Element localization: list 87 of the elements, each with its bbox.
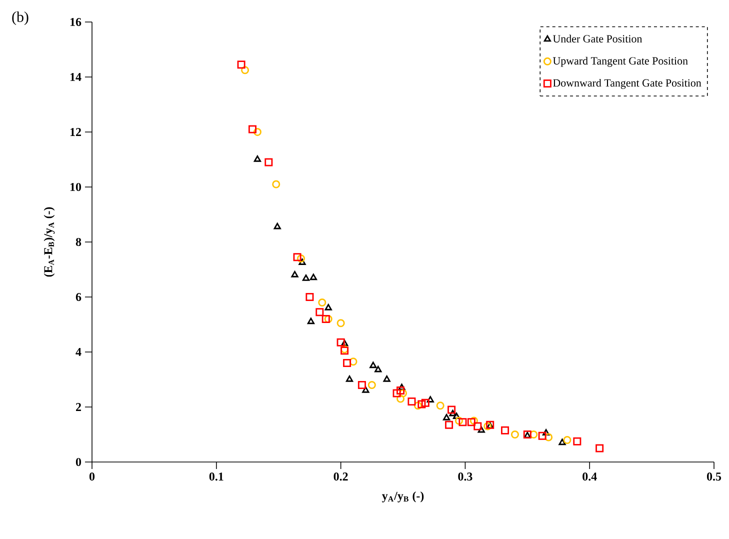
point: [374, 366, 382, 372]
point: [510, 430, 519, 438]
point: [421, 398, 430, 407]
point: [370, 362, 377, 368]
x-tick-label: 0: [89, 472, 95, 481]
x-axis-title: y$_{A}$/y$_{B}$ (-): [382, 491, 424, 502]
point: [573, 437, 582, 446]
point: [248, 125, 256, 134]
point: [542, 429, 550, 436]
point: [253, 128, 262, 136]
point: [358, 380, 366, 389]
point: [296, 254, 305, 262]
point: [544, 433, 553, 442]
point: [343, 358, 352, 367]
point: [302, 274, 310, 281]
point: [418, 400, 426, 408]
point: [241, 66, 250, 74]
point: [474, 422, 482, 430]
point: [445, 420, 454, 429]
legend-label: Downward Tangent Gate Position: [553, 78, 702, 89]
point: [307, 318, 315, 324]
point: [426, 396, 434, 402]
point: [501, 426, 510, 434]
point: [484, 422, 492, 430]
point: [530, 430, 538, 438]
point: [414, 402, 422, 410]
y-tick-label: 10: [70, 182, 82, 192]
point: [362, 386, 370, 393]
point: [449, 410, 456, 416]
point: [398, 384, 406, 390]
legend-label: Upward Tangent Gate Position: [552, 56, 688, 67]
point: [558, 438, 566, 446]
point: [454, 416, 463, 425]
x-tick-label: 0.2: [334, 472, 348, 481]
point: [298, 258, 306, 265]
x-tick-label: 0.5: [706, 472, 722, 481]
point: [436, 402, 444, 410]
y-tick-label: 0: [76, 458, 82, 466]
y-tick-label: 14: [70, 73, 82, 81]
point: [478, 426, 485, 433]
y-tick-label: 12: [70, 128, 81, 136]
point: [442, 414, 450, 420]
point: [448, 406, 456, 414]
point: [349, 358, 358, 366]
point: [272, 180, 280, 188]
y-tick-label: 16: [70, 18, 82, 26]
point: [396, 386, 405, 394]
point: [322, 314, 330, 323]
x-tick-label: 0.4: [582, 472, 597, 481]
point: [399, 389, 408, 398]
point: [346, 375, 354, 382]
y-tick-label: 6: [76, 292, 82, 301]
point: [293, 253, 302, 262]
point: [340, 340, 348, 346]
point: [274, 222, 281, 230]
point: [563, 436, 572, 444]
point: [237, 60, 246, 69]
y-axis-title: (E$_{A}$-E$_{B}$)/y$_{A}$ (-): [44, 207, 55, 277]
point: [291, 270, 298, 278]
point: [470, 416, 478, 425]
point: [318, 298, 326, 306]
point: [396, 394, 405, 403]
x-tick-label: 0.3: [458, 472, 472, 481]
point: [310, 274, 317, 280]
point: [467, 418, 476, 426]
text: (b): [12, 12, 28, 26]
point: [452, 412, 460, 419]
point: [264, 158, 273, 166]
y-tick-label: 4: [76, 348, 82, 356]
point: [254, 155, 262, 162]
y-tick-label: 8: [76, 238, 82, 246]
y-tick-label: 2: [76, 403, 81, 411]
point: [336, 319, 345, 328]
legend-label: Under Gate Position: [552, 34, 642, 42]
point: [458, 418, 467, 426]
point: [324, 304, 332, 310]
point: [383, 375, 390, 382]
point: [368, 380, 376, 389]
point: [324, 314, 332, 323]
x-tick-label: 0.1: [209, 472, 224, 481]
point: [408, 397, 416, 406]
point: [336, 338, 345, 346]
point: [316, 308, 324, 316]
point: [392, 389, 401, 398]
point: [538, 432, 546, 440]
point: [306, 292, 314, 301]
point: [596, 444, 604, 452]
